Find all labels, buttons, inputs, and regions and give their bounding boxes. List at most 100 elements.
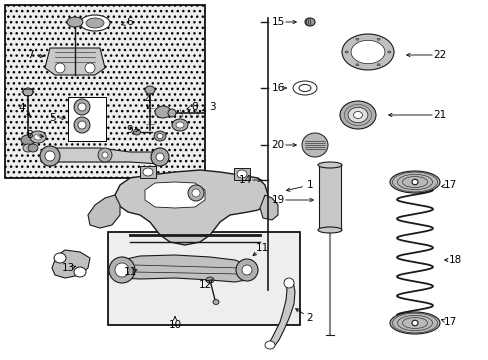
Ellipse shape [80, 15, 110, 31]
Ellipse shape [353, 112, 362, 118]
Ellipse shape [236, 259, 258, 281]
Ellipse shape [376, 64, 379, 66]
Ellipse shape [176, 122, 183, 128]
Text: 22: 22 [432, 50, 446, 60]
Ellipse shape [85, 63, 95, 73]
Ellipse shape [28, 144, 38, 152]
Ellipse shape [387, 51, 390, 53]
Ellipse shape [213, 300, 219, 305]
Ellipse shape [339, 101, 375, 129]
Ellipse shape [157, 134, 163, 139]
Text: 2: 2 [306, 313, 313, 323]
Ellipse shape [205, 277, 214, 283]
Text: 17: 17 [443, 317, 456, 327]
Polygon shape [88, 195, 120, 228]
Ellipse shape [350, 40, 384, 64]
Ellipse shape [411, 320, 417, 326]
Ellipse shape [389, 171, 439, 193]
Polygon shape [52, 250, 90, 278]
Text: 6: 6 [126, 17, 133, 27]
Ellipse shape [305, 18, 314, 26]
Ellipse shape [23, 144, 33, 152]
Ellipse shape [317, 162, 341, 168]
Text: 8: 8 [27, 130, 33, 140]
Ellipse shape [156, 153, 163, 161]
Polygon shape [115, 170, 267, 245]
Ellipse shape [109, 257, 135, 283]
Ellipse shape [74, 99, 90, 115]
Text: 11: 11 [123, 267, 136, 277]
Ellipse shape [86, 18, 104, 28]
Ellipse shape [67, 17, 83, 27]
Ellipse shape [155, 106, 171, 118]
Ellipse shape [30, 131, 46, 143]
Ellipse shape [54, 253, 66, 263]
Polygon shape [260, 195, 278, 220]
Ellipse shape [347, 107, 367, 123]
Ellipse shape [23, 88, 33, 96]
Ellipse shape [45, 151, 55, 161]
Bar [5, 5, 204, 178]
Ellipse shape [34, 134, 42, 140]
Text: 14: 14 [238, 175, 251, 185]
Ellipse shape [192, 189, 200, 197]
Text: 4: 4 [144, 95, 151, 105]
Ellipse shape [298, 85, 310, 91]
Ellipse shape [411, 179, 417, 185]
Ellipse shape [389, 312, 439, 334]
Text: 13: 13 [61, 263, 75, 273]
Ellipse shape [355, 64, 358, 66]
Ellipse shape [341, 34, 393, 70]
Ellipse shape [145, 86, 155, 94]
Text: 10: 10 [168, 320, 181, 330]
Polygon shape [267, 280, 294, 348]
Text: 9: 9 [126, 125, 133, 135]
Ellipse shape [74, 267, 86, 277]
Bar [318, 165, 340, 230]
Ellipse shape [168, 109, 176, 117]
Ellipse shape [292, 81, 316, 95]
Text: 3: 3 [208, 102, 215, 112]
Bar [68, 97, 106, 141]
Text: 21: 21 [432, 110, 446, 120]
Polygon shape [45, 148, 164, 164]
Ellipse shape [172, 119, 187, 131]
Text: 15: 15 [271, 17, 284, 27]
Text: 16: 16 [271, 83, 284, 93]
Ellipse shape [187, 185, 203, 201]
Bar [234, 168, 249, 180]
Text: 4: 4 [19, 103, 25, 113]
Ellipse shape [98, 148, 112, 162]
Text: 19: 19 [271, 195, 284, 205]
Ellipse shape [21, 135, 35, 145]
Ellipse shape [242, 265, 251, 275]
Ellipse shape [78, 103, 86, 111]
Ellipse shape [133, 129, 140, 135]
Ellipse shape [115, 263, 129, 277]
Ellipse shape [302, 133, 327, 157]
Polygon shape [145, 182, 204, 208]
Polygon shape [118, 255, 249, 282]
Text: 20: 20 [271, 140, 284, 150]
Ellipse shape [102, 152, 108, 158]
Text: 12: 12 [198, 280, 211, 290]
Ellipse shape [317, 227, 341, 233]
Bar [108, 232, 299, 325]
Ellipse shape [142, 168, 153, 176]
Ellipse shape [376, 38, 379, 40]
Text: 17: 17 [443, 180, 456, 190]
Text: 5: 5 [49, 113, 55, 123]
Ellipse shape [264, 341, 274, 349]
Text: 11: 11 [255, 243, 268, 253]
Bar [5, 5, 204, 178]
Ellipse shape [55, 63, 65, 73]
Ellipse shape [284, 278, 293, 288]
Text: 1: 1 [306, 180, 313, 190]
Text: 7: 7 [27, 50, 33, 60]
Polygon shape [45, 48, 105, 75]
Ellipse shape [151, 148, 169, 166]
Ellipse shape [345, 51, 347, 53]
Ellipse shape [78, 121, 86, 129]
Text: 8: 8 [191, 102, 198, 112]
Ellipse shape [237, 170, 246, 178]
